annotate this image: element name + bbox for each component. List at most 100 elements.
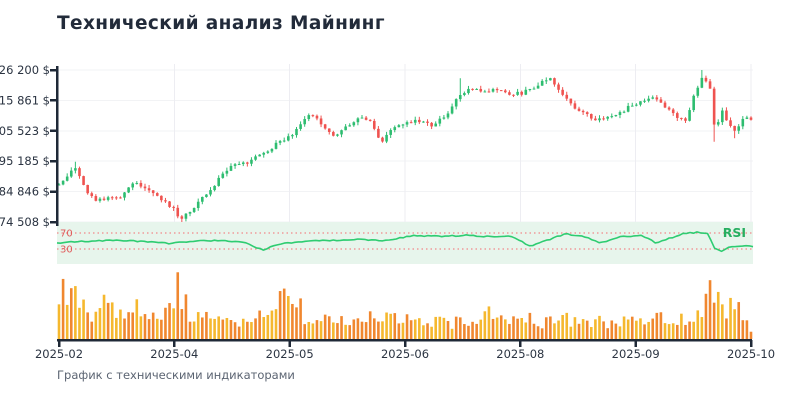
candle-body — [442, 117, 446, 119]
candle-body — [315, 115, 319, 119]
volume-bar — [401, 322, 405, 339]
candle-body — [147, 188, 151, 191]
candle-body — [733, 125, 736, 131]
volume-bar — [340, 316, 343, 339]
volume-bar — [348, 325, 352, 339]
candle-body — [164, 200, 167, 202]
volume-bar — [205, 311, 208, 339]
volume-bar — [344, 324, 347, 339]
candle-body — [266, 151, 270, 153]
volume-bar — [327, 316, 331, 339]
volume-bar — [532, 323, 536, 339]
candle-body — [675, 113, 679, 118]
volume-bar — [307, 321, 311, 339]
candle-body — [151, 190, 155, 194]
candle-body — [332, 131, 335, 136]
volume-bar — [303, 324, 306, 339]
candle-body — [413, 119, 417, 123]
candle-body — [606, 116, 609, 119]
candle-body — [536, 85, 540, 89]
volume-bar — [663, 323, 667, 339]
volume-bar — [643, 324, 646, 339]
candle-body — [491, 89, 495, 92]
candle-body — [135, 182, 139, 184]
volume-bar — [430, 326, 433, 339]
volume-bar — [57, 304, 61, 339]
candle-body — [446, 113, 450, 118]
volume-bar — [471, 321, 474, 339]
volume-bar — [368, 311, 372, 339]
volume-bar — [86, 312, 89, 339]
volume-bar — [229, 320, 233, 339]
candle-body — [205, 194, 208, 197]
volume-bar — [119, 309, 122, 339]
volume-bar — [74, 286, 77, 339]
volume-bar — [581, 319, 585, 339]
candle-body — [520, 91, 523, 95]
volume-bar — [254, 318, 257, 339]
candle-body — [90, 193, 94, 197]
volume-bar — [69, 288, 73, 339]
volume-bar — [61, 278, 65, 339]
candle-body — [438, 118, 442, 124]
volume-bar — [405, 314, 409, 339]
volume-bar — [598, 315, 601, 339]
volume-bar — [151, 312, 155, 339]
candle-body — [348, 125, 352, 127]
volume-bar — [659, 312, 663, 339]
volume-bar — [209, 318, 212, 339]
candle-body — [360, 117, 364, 119]
candle-body — [172, 206, 175, 208]
candle-body — [454, 99, 458, 107]
candle-body — [663, 102, 667, 108]
candle-body — [180, 216, 184, 219]
candle-body — [61, 180, 65, 185]
candle-body — [233, 164, 237, 166]
volume-bar — [217, 316, 220, 339]
candle-body — [401, 124, 405, 126]
candle-body — [655, 97, 659, 100]
x-tick-label: 2025-06 — [381, 347, 429, 361]
volume-bar — [115, 317, 118, 339]
volume-bar — [250, 322, 253, 339]
volume-bar — [372, 318, 376, 339]
volume-bar — [479, 319, 483, 339]
candle-body — [364, 117, 368, 120]
candle-body — [192, 208, 196, 212]
volume-bar — [692, 321, 695, 339]
y-tick-label: 26 200 $ — [0, 63, 50, 77]
volume-bar — [495, 317, 499, 339]
volume-bar — [385, 312, 388, 339]
volume-bar — [282, 288, 286, 339]
gridlines — [57, 64, 753, 223]
volume-bar — [614, 323, 618, 339]
x-axis: 2025-02 2025-04 2025-05 2025-06 2025-08 2025-… — [35, 338, 775, 361]
volume-bar — [90, 321, 94, 339]
volume-bar — [716, 291, 720, 339]
candle-body — [405, 122, 409, 125]
volume-bar — [594, 319, 597, 339]
volume-bar — [237, 326, 241, 339]
candle-body — [610, 116, 614, 118]
volume-bar — [704, 293, 708, 339]
candle-body — [418, 119, 421, 123]
candle-body — [209, 190, 212, 195]
volume-bar — [544, 317, 548, 339]
volume-bar — [487, 306, 491, 339]
candle-body — [119, 197, 122, 199]
candle-body — [581, 110, 585, 113]
candle-body — [254, 156, 257, 160]
volume-bar — [549, 316, 552, 339]
volume-bar — [630, 316, 634, 339]
candle-body — [598, 118, 601, 121]
volume-bar — [540, 328, 544, 339]
candle-body — [319, 118, 323, 125]
candle-body — [246, 162, 249, 164]
candle-body — [512, 94, 515, 96]
volume-bar — [381, 321, 384, 339]
candle-body — [389, 130, 392, 135]
candle-body — [659, 99, 663, 103]
volume-bar — [553, 323, 556, 339]
candle-body — [688, 110, 691, 121]
candle-body — [385, 134, 388, 142]
